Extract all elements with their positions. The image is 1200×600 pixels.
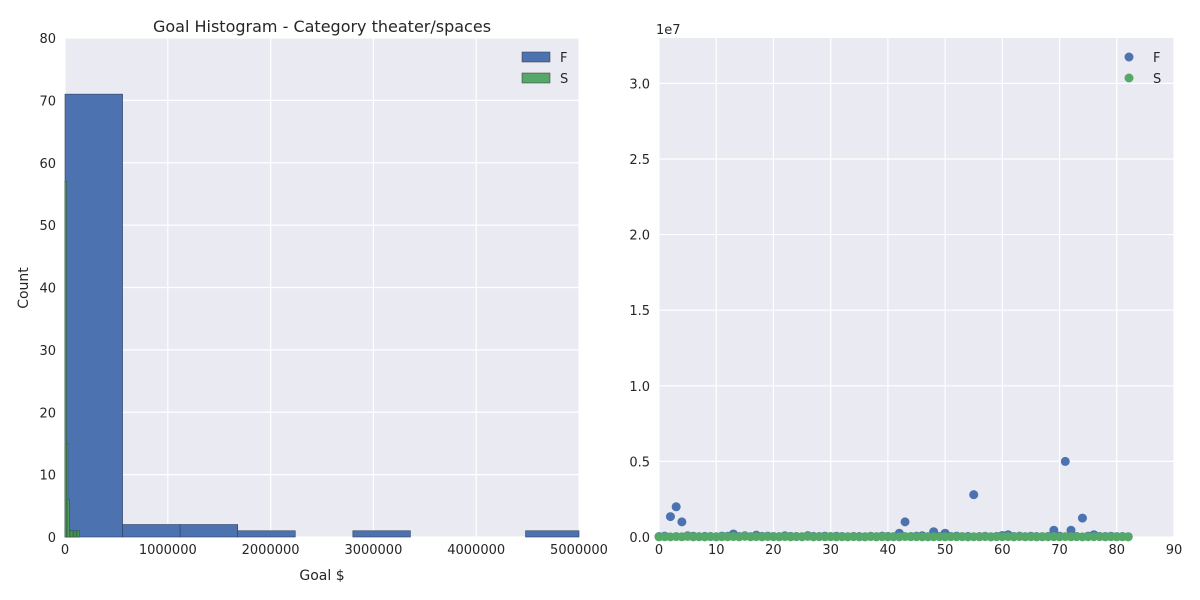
x-tick-label: 50 — [937, 543, 954, 558]
y-tick-label: 10 — [39, 469, 56, 484]
histogram-title: Goal Histogram - Category theater/spaces — [153, 17, 491, 36]
histogram-bar-f — [352, 530, 411, 538]
y-tick-label: 80 — [39, 32, 56, 47]
histogram-gridlines — [64, 37, 580, 538]
y-tick-label: 40 — [39, 282, 56, 297]
scatter-point-f — [677, 517, 687, 527]
y-tick-label: 2.5 — [629, 153, 650, 168]
scatter-point-f — [969, 490, 979, 500]
x-tick-label: 5000000 — [550, 543, 608, 558]
legend-swatch-s — [521, 72, 551, 84]
x-tick-label: 80 — [1109, 543, 1126, 558]
scatter-x-ticks: 0 10 20 30 40 50 60 70 80 90 — [655, 543, 1182, 558]
histogram-legend: F S — [521, 51, 568, 87]
scatter-point-f — [665, 512, 675, 522]
y-tick-label: 30 — [39, 344, 56, 359]
y-tick-label: 60 — [39, 157, 56, 172]
y-tick-label: 1.0 — [629, 380, 650, 395]
legend-label-s: S — [1153, 72, 1161, 87]
x-tick-label: 0 — [61, 543, 69, 558]
histogram-bar-s — [64, 181, 67, 538]
x-tick-label: 40 — [880, 543, 897, 558]
y-tick-label: 1.5 — [629, 304, 650, 319]
histogram-bars — [64, 93, 580, 538]
y-tick-label: 0.0 — [629, 531, 650, 546]
histogram-bar-f — [179, 524, 239, 538]
x-tick-label: 90 — [1166, 543, 1183, 558]
histogram-bar-f — [237, 530, 296, 538]
y-tick-label: 3.0 — [629, 77, 650, 92]
legend-label-s: S — [560, 72, 568, 87]
legend-marker-f — [1124, 52, 1134, 62]
y-tick-label: 0.5 — [629, 455, 650, 470]
x-tick-label: 0 — [655, 543, 663, 558]
scatter-y-ticks: 0.0 0.5 1.0 1.5 2.0 2.5 3.0 — [629, 77, 650, 546]
histogram-y-ticks: 0 10 20 30 40 50 60 70 80 — [39, 32, 56, 546]
legend-label-f: F — [560, 51, 567, 66]
histogram-bar-s — [66, 443, 69, 538]
y-tick-label: 70 — [39, 94, 56, 109]
histogram-bar-s — [67, 499, 70, 538]
legend-swatch-f — [521, 51, 551, 63]
histogram-bar-s — [77, 530, 80, 538]
y-tick-label: 20 — [39, 406, 56, 421]
scatter-point-f — [1060, 456, 1070, 466]
scatter-legend: F S — [1124, 51, 1161, 87]
scatter-point-f — [671, 502, 681, 512]
scatter-point-f — [900, 517, 910, 527]
x-tick-label: 2000000 — [242, 543, 300, 558]
x-tick-label: 3000000 — [344, 543, 402, 558]
histogram-x-axis-label: Goal $ — [299, 568, 344, 584]
scatter-point-f — [1066, 525, 1076, 535]
x-tick-label: 20 — [765, 543, 782, 558]
x-tick-label: 4000000 — [447, 543, 505, 558]
legend-label-f: F — [1153, 51, 1160, 66]
y-tick-label: 0 — [48, 531, 56, 546]
histogram-bar-f — [64, 93, 123, 538]
x-tick-label: 70 — [1051, 543, 1068, 558]
scatter-plot-area — [659, 38, 1174, 537]
x-tick-label: 60 — [994, 543, 1011, 558]
y-tick-label: 50 — [39, 219, 56, 234]
histogram-chart: 0 1000000 2000000 3000000 4000000 5000000 0 10… — [16, 17, 608, 584]
histogram-bar-f — [122, 524, 181, 538]
scatter-point-s — [1123, 532, 1133, 542]
scatter-points — [654, 456, 1133, 542]
y-tick-label: 2.0 — [629, 229, 650, 244]
x-tick-label: 1000000 — [139, 543, 197, 558]
scatter-offset-label: 1e7 — [656, 23, 681, 38]
scatter-chart: 0 10 20 30 40 50 60 70 80 90 0.0 0.5 1.0 1.5 2.0 2.5 3.… — [629, 23, 1182, 558]
histogram-y-axis-label: Count — [16, 267, 32, 309]
histogram-x-ticks: 0 1000000 2000000 3000000 4000000 5000000 — [61, 543, 608, 558]
legend-marker-s — [1124, 73, 1134, 83]
scatter-point-f — [1077, 513, 1087, 523]
histogram-bar-f — [525, 530, 580, 538]
x-tick-label: 30 — [822, 543, 839, 558]
x-tick-label: 10 — [708, 543, 725, 558]
scatter-point-f — [1049, 525, 1059, 535]
